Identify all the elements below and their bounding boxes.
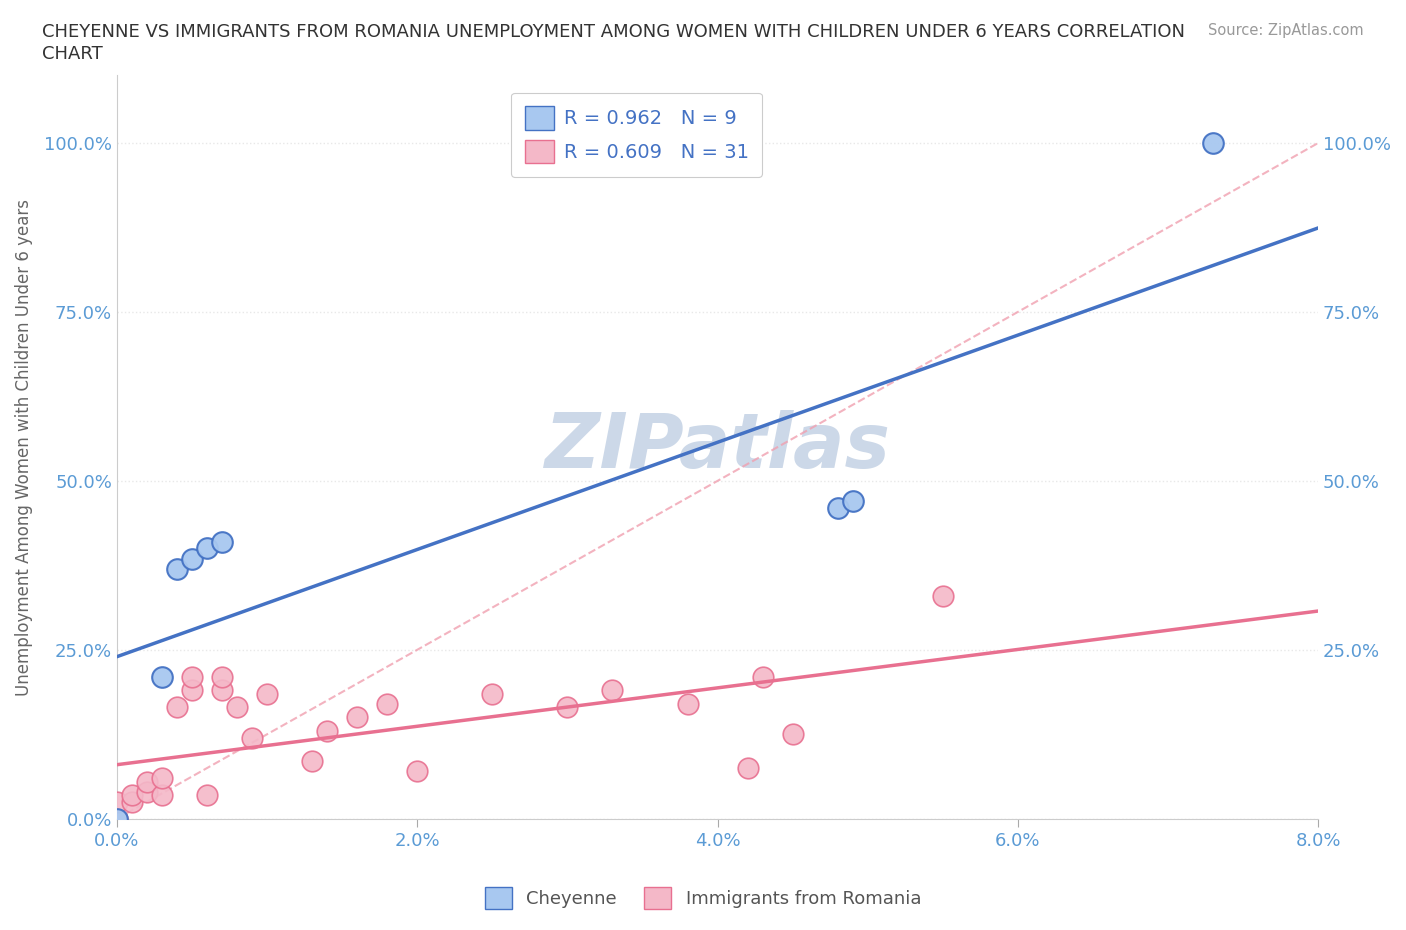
Point xyxy=(181,670,204,684)
Text: CHART: CHART xyxy=(42,45,103,62)
Point xyxy=(211,683,233,698)
Point xyxy=(226,699,249,714)
Point xyxy=(211,534,233,549)
Point xyxy=(195,788,218,803)
Text: Source: ZipAtlas.com: Source: ZipAtlas.com xyxy=(1208,23,1364,38)
Point xyxy=(737,761,759,776)
Point xyxy=(121,788,143,803)
Point xyxy=(301,754,323,769)
Text: CHEYENNE VS IMMIGRANTS FROM ROMANIA UNEMPLOYMENT AMONG WOMEN WITH CHILDREN UNDER: CHEYENNE VS IMMIGRANTS FROM ROMANIA UNEM… xyxy=(42,23,1185,41)
Point xyxy=(256,686,278,701)
Legend: R = 0.962   N = 9, R = 0.609   N = 31: R = 0.962 N = 9, R = 0.609 N = 31 xyxy=(510,93,762,177)
Point xyxy=(557,699,579,714)
Point xyxy=(375,697,398,711)
Point xyxy=(211,670,233,684)
Point xyxy=(150,771,173,786)
Point xyxy=(136,784,159,799)
Y-axis label: Unemployment Among Women with Children Under 6 years: Unemployment Among Women with Children U… xyxy=(15,199,32,696)
Point xyxy=(105,811,128,826)
Point xyxy=(136,774,159,789)
Point xyxy=(195,541,218,556)
Point xyxy=(121,794,143,809)
Point xyxy=(150,788,173,803)
Point xyxy=(841,494,863,509)
Point xyxy=(105,811,128,826)
Point xyxy=(751,670,773,684)
Point xyxy=(406,764,429,778)
Point xyxy=(166,699,188,714)
Point xyxy=(602,683,624,698)
Point xyxy=(481,686,503,701)
Point xyxy=(346,710,368,724)
Point xyxy=(676,697,699,711)
Point xyxy=(166,562,188,577)
Legend: Cheyenne, Immigrants from Romania: Cheyenne, Immigrants from Romania xyxy=(478,880,928,916)
Point xyxy=(105,811,128,826)
Point xyxy=(782,727,804,742)
Point xyxy=(181,551,204,566)
Point xyxy=(105,794,128,809)
Text: ZIPatlas: ZIPatlas xyxy=(544,410,890,485)
Point xyxy=(827,500,849,515)
Point xyxy=(316,724,339,738)
Point xyxy=(932,589,955,604)
Point xyxy=(240,730,263,745)
Point xyxy=(1202,136,1225,151)
Point xyxy=(181,683,204,698)
Point xyxy=(150,670,173,684)
